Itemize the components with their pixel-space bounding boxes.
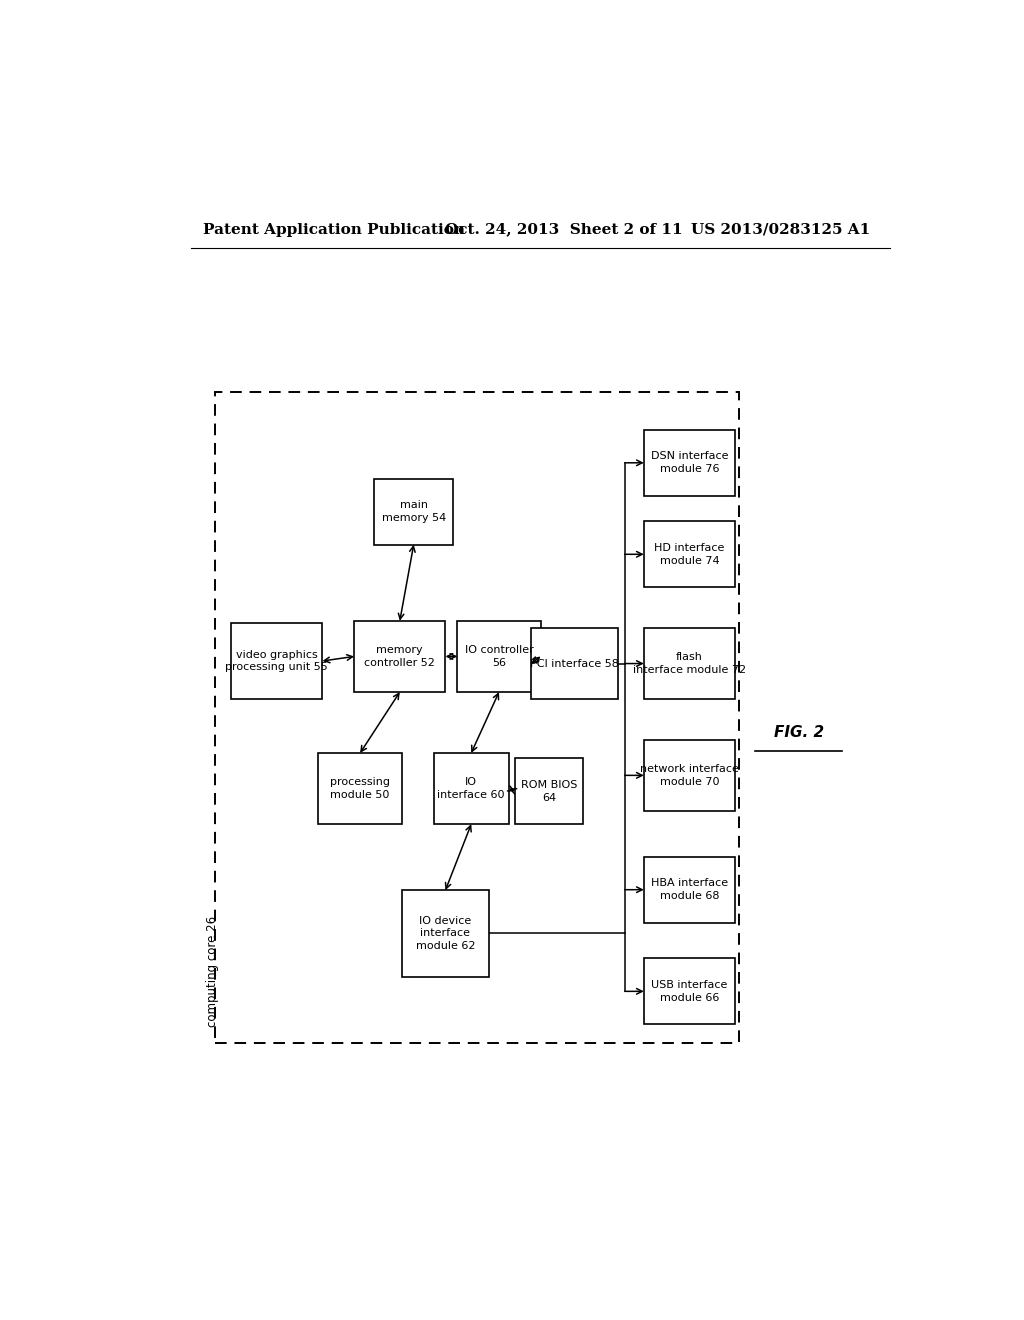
Text: memory
controller 52: memory controller 52	[365, 645, 435, 668]
Text: DSN interface
module 76: DSN interface module 76	[650, 451, 728, 474]
Text: network interface
module 70: network interface module 70	[640, 764, 739, 787]
Bar	[515, 758, 583, 824]
Bar	[644, 430, 735, 496]
Text: IO
interface 60: IO interface 60	[437, 777, 505, 800]
Text: Patent Application Publication: Patent Application Publication	[204, 223, 465, 236]
Bar	[531, 628, 618, 700]
Text: ROM BIOS
64: ROM BIOS 64	[521, 780, 578, 803]
Text: video graphics
processing unit 55: video graphics processing unit 55	[225, 649, 328, 672]
Bar	[644, 521, 735, 587]
Bar	[644, 739, 735, 810]
Bar	[644, 958, 735, 1024]
Text: computing core 26: computing core 26	[206, 916, 219, 1027]
Text: IO controller
56: IO controller 56	[465, 645, 534, 668]
Text: US 2013/0283125 A1: US 2013/0283125 A1	[691, 223, 870, 236]
Text: main
memory 54: main memory 54	[382, 500, 445, 523]
Text: USB interface
module 66: USB interface module 66	[651, 979, 728, 1003]
Text: processing
module 50: processing module 50	[330, 777, 390, 800]
Bar	[644, 628, 735, 700]
Bar	[644, 857, 735, 923]
Bar	[354, 620, 445, 692]
Bar	[401, 890, 489, 977]
Bar	[215, 392, 739, 1043]
Text: FIG. 2: FIG. 2	[773, 725, 823, 741]
Bar	[318, 752, 401, 824]
Text: HD interface
module 74: HD interface module 74	[654, 543, 725, 566]
Text: Oct. 24, 2013  Sheet 2 of 11: Oct. 24, 2013 Sheet 2 of 11	[445, 223, 683, 236]
Bar	[433, 752, 509, 824]
Text: IO device
interface
module 62: IO device interface module 62	[416, 916, 475, 952]
Bar	[231, 623, 323, 700]
Bar	[374, 479, 454, 545]
Bar	[458, 620, 541, 692]
Text: HBA interface
module 68: HBA interface module 68	[651, 878, 728, 902]
Text: PCI interface 58: PCI interface 58	[530, 659, 620, 668]
Text: flash
interface module 72: flash interface module 72	[633, 652, 746, 675]
